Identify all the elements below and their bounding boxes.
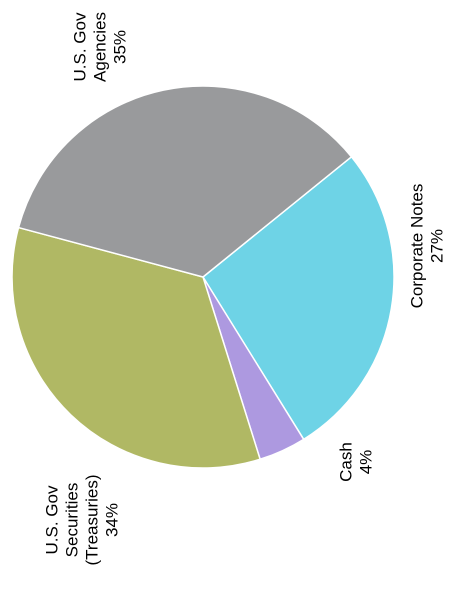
slice-name-label: U.S. Gov xyxy=(43,485,62,554)
slice-percent-label: 34% xyxy=(103,503,122,537)
pie-slice-corporate-notes xyxy=(202,156,395,441)
slice-name-label: Cash xyxy=(337,442,356,482)
slice-percent-label: 27% xyxy=(428,229,447,263)
slice-name-label: (Treasuries) xyxy=(83,475,102,566)
slice-name-label: Corporate Notes xyxy=(408,184,427,309)
pie-slice-u-s-gov-agencies xyxy=(17,85,353,278)
labels-layer: Corporate Notes 27%Cash 4%U.S. Gov Securiti… xyxy=(43,12,447,565)
slice-name-label: Agencies xyxy=(91,12,110,82)
pie-slice-u-s-gov-securities-treasuries xyxy=(11,226,261,469)
slice-percent-label: 4% xyxy=(357,450,376,475)
slice-name-label: U.S. Gov xyxy=(71,12,90,81)
slice-name-label: Securities xyxy=(63,483,82,558)
slice-label-group: Cash 4% xyxy=(337,442,376,482)
slice-label-group: U.S. Gov Agencies 35% xyxy=(71,12,130,82)
slices-layer xyxy=(11,85,395,469)
slice-label-group: U.S. Gov Securities (Treasuries) 34% xyxy=(43,475,122,566)
slice-percent-label: 35% xyxy=(111,30,130,64)
slice-label-group: Corporate Notes 27% xyxy=(408,184,447,309)
